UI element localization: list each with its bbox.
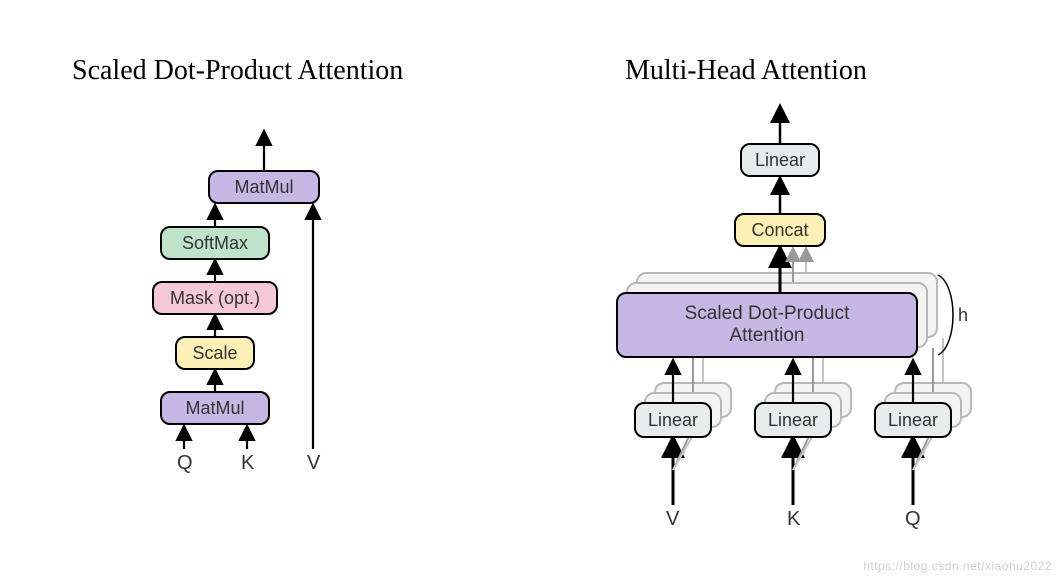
block-linear-v: Linear bbox=[634, 402, 712, 438]
right-arrows bbox=[0, 0, 1058, 577]
block-linear-k: Linear bbox=[754, 402, 832, 438]
right-input-v: V bbox=[666, 508, 679, 531]
block-concat: Concat bbox=[734, 213, 826, 247]
block-linear-out: Linear bbox=[740, 143, 820, 177]
watermark: https://blog.csdn.net/xiaohu2022 bbox=[863, 559, 1052, 573]
right-input-k: K bbox=[787, 508, 800, 531]
block-linear-q: Linear bbox=[874, 402, 952, 438]
block-sdpa: Scaled Dot-Product Attention bbox=[616, 292, 918, 358]
right-input-q: Q bbox=[905, 508, 921, 531]
label-h: h bbox=[958, 305, 968, 326]
